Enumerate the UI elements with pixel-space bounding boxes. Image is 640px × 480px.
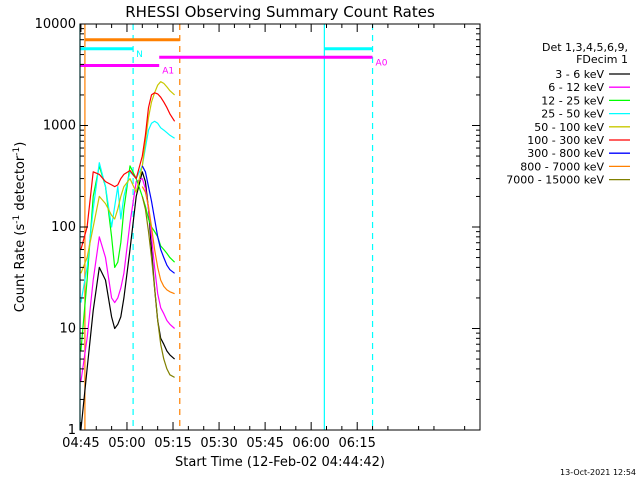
legend-header: FDecim 1 [576, 53, 628, 66]
series-line [80, 92, 176, 250]
attenuator-label: A1 [162, 67, 174, 77]
attenuator-label: A0 [376, 58, 388, 68]
y-tick-label: 100 [51, 220, 76, 235]
x-tick-label: 04:45 [62, 436, 99, 451]
x-tick-label: 05:45 [246, 436, 283, 451]
x-tick-label: 06:00 [292, 436, 329, 451]
x-axis-label: Start Time (12-Feb-02 04:44:42) [175, 455, 385, 470]
legend-entry-label: 100 - 300 keV [527, 134, 604, 147]
series-line [141, 196, 175, 378]
series-line [80, 171, 175, 431]
legend-entry-label: 50 - 100 keV [534, 121, 604, 134]
y-label-part: -1 [12, 147, 22, 156]
y-tick-label: 1000 [43, 119, 76, 134]
legend-entry-label: 12 - 25 keV [541, 94, 604, 107]
legend-entry-label: 25 - 50 keV [541, 108, 604, 121]
y-tick-label: 10 [59, 322, 76, 337]
x-axis: 04:45 05:00 05:15 05:30 05:45 06:00 06:15 [62, 24, 466, 451]
series-layer [80, 81, 176, 431]
legend-header: Det 1,3,4,5,6,9, [542, 41, 628, 54]
x-tick-label: 05:00 [108, 436, 145, 451]
footer-timestamp: 13-Oct-2021 12:54 [560, 468, 636, 477]
attenuator-state-bars: N A0 A1 [80, 38, 388, 77]
x-tick-label: 05:30 [200, 436, 237, 451]
series-line [80, 81, 175, 274]
y-tick-label: 10000 [35, 17, 76, 32]
y-axis: 1 10 100 1000 10000 [35, 17, 480, 438]
chart-title: RHESSI Observing Summary Count Rates [125, 3, 435, 21]
y-label-part: ) [13, 142, 28, 147]
series-line [141, 186, 175, 295]
legend-entry-label: 3 - 6 keV [555, 68, 604, 81]
series-line [80, 178, 175, 382]
series-line [141, 165, 175, 274]
legend-entry-label: 7000 - 15000 keV [506, 174, 604, 187]
legend-entry-label: 6 - 12 keV [548, 81, 604, 94]
x-tick-label: 05:15 [154, 436, 191, 451]
y-label-part: Count Rate (s [13, 224, 28, 313]
y-label-part: detector [13, 155, 28, 215]
attenuator-label: N [136, 50, 143, 60]
y-axis-label: Count Rate (s-1 detector-1) [12, 142, 28, 313]
series-line [80, 120, 175, 303]
time-markers [79, 24, 374, 430]
legend-entry-label: 800 - 7000 keV [520, 160, 604, 173]
x-tick-label: 06:15 [338, 436, 375, 451]
legend-entry-label: 300 - 800 keV [527, 147, 604, 160]
y-tick-label: 1 [68, 423, 76, 438]
plot-frame [79, 23, 481, 431]
y-label-part: -1 [12, 215, 22, 224]
